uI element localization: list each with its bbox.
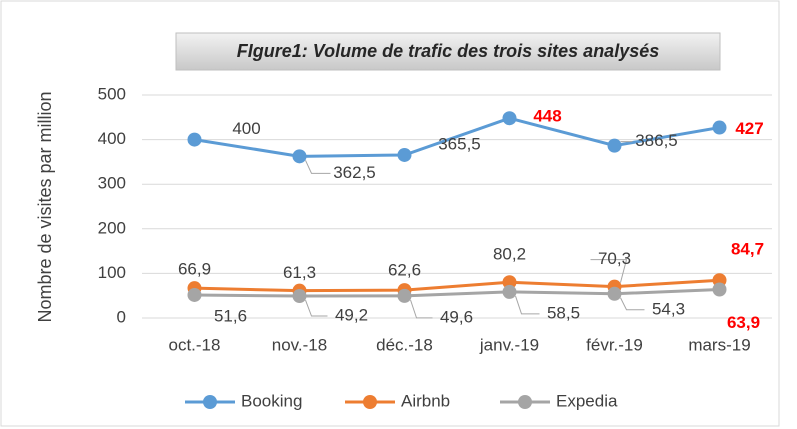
series-line <box>194 288 720 298</box>
leader-line <box>590 259 628 283</box>
marker <box>187 132 202 147</box>
x-tick-label: janv.-19 <box>479 335 539 354</box>
title-box <box>175 32 721 71</box>
data-label: 54,3 <box>652 299 685 318</box>
leader-line <box>410 299 433 319</box>
chart-border <box>0 0 780 427</box>
data-label: 63,9 <box>727 313 760 332</box>
data-label: 49,2 <box>335 306 368 325</box>
data-label: 62,6 <box>388 261 421 280</box>
y-tick-label: 500 <box>98 84 126 103</box>
data-label: 386,5 <box>635 131 678 150</box>
marker <box>607 286 622 301</box>
legend-label: Airbnb <box>401 391 450 410</box>
data-label: 61,3 <box>283 263 316 282</box>
marker <box>292 149 307 164</box>
data-label: 80,2 <box>493 245 526 264</box>
marker <box>712 120 727 135</box>
marker <box>397 288 412 303</box>
y-tick-label: 0 <box>117 307 126 326</box>
marker <box>607 138 622 153</box>
data-label: 49,6 <box>440 307 473 326</box>
data-label: 427 <box>735 119 763 138</box>
leader-line <box>620 297 645 311</box>
data-label: 84,7 <box>731 240 764 259</box>
data-label: 51,6 <box>214 306 247 325</box>
series-line <box>194 278 720 293</box>
data-label: 362,5 <box>333 163 376 182</box>
y-axis-label: Nombre de visites par million <box>35 91 55 322</box>
marker <box>292 289 307 304</box>
legend-marker <box>518 395 532 409</box>
y-tick-label: 400 <box>98 129 126 148</box>
x-tick-label: oct.-18 <box>169 335 221 354</box>
legend-label: Expedia <box>556 391 618 410</box>
y-tick-label: 100 <box>98 263 126 282</box>
marker <box>502 284 517 299</box>
marker <box>502 111 517 126</box>
y-tick-label: 200 <box>98 218 126 237</box>
leader-line <box>305 299 328 317</box>
data-label: 400 <box>232 119 260 138</box>
x-tick-label: févr.-19 <box>586 335 643 354</box>
marker <box>397 147 412 162</box>
x-tick-label: nov.-18 <box>272 335 327 354</box>
x-tick-label: déc.-18 <box>376 335 433 354</box>
legend-marker <box>363 395 377 409</box>
marker <box>187 287 202 302</box>
leader-line <box>515 295 540 315</box>
data-label: 66,9 <box>178 260 211 279</box>
chart-title: FIgure1: Volume de trafic des trois site… <box>237 41 660 61</box>
x-tick-label: mars-19 <box>688 335 750 354</box>
leader-line <box>305 160 331 174</box>
legend-label: Booking <box>241 391 302 410</box>
series-line <box>194 116 720 158</box>
marker <box>502 275 517 290</box>
legend-marker <box>203 395 217 409</box>
data-label: 58,5 <box>547 303 580 322</box>
marker <box>712 282 727 297</box>
data-label: 365,5 <box>438 134 481 153</box>
y-tick-label: 300 <box>98 174 126 193</box>
data-label: 70,3 <box>598 249 631 268</box>
data-label: 448 <box>533 107 561 126</box>
